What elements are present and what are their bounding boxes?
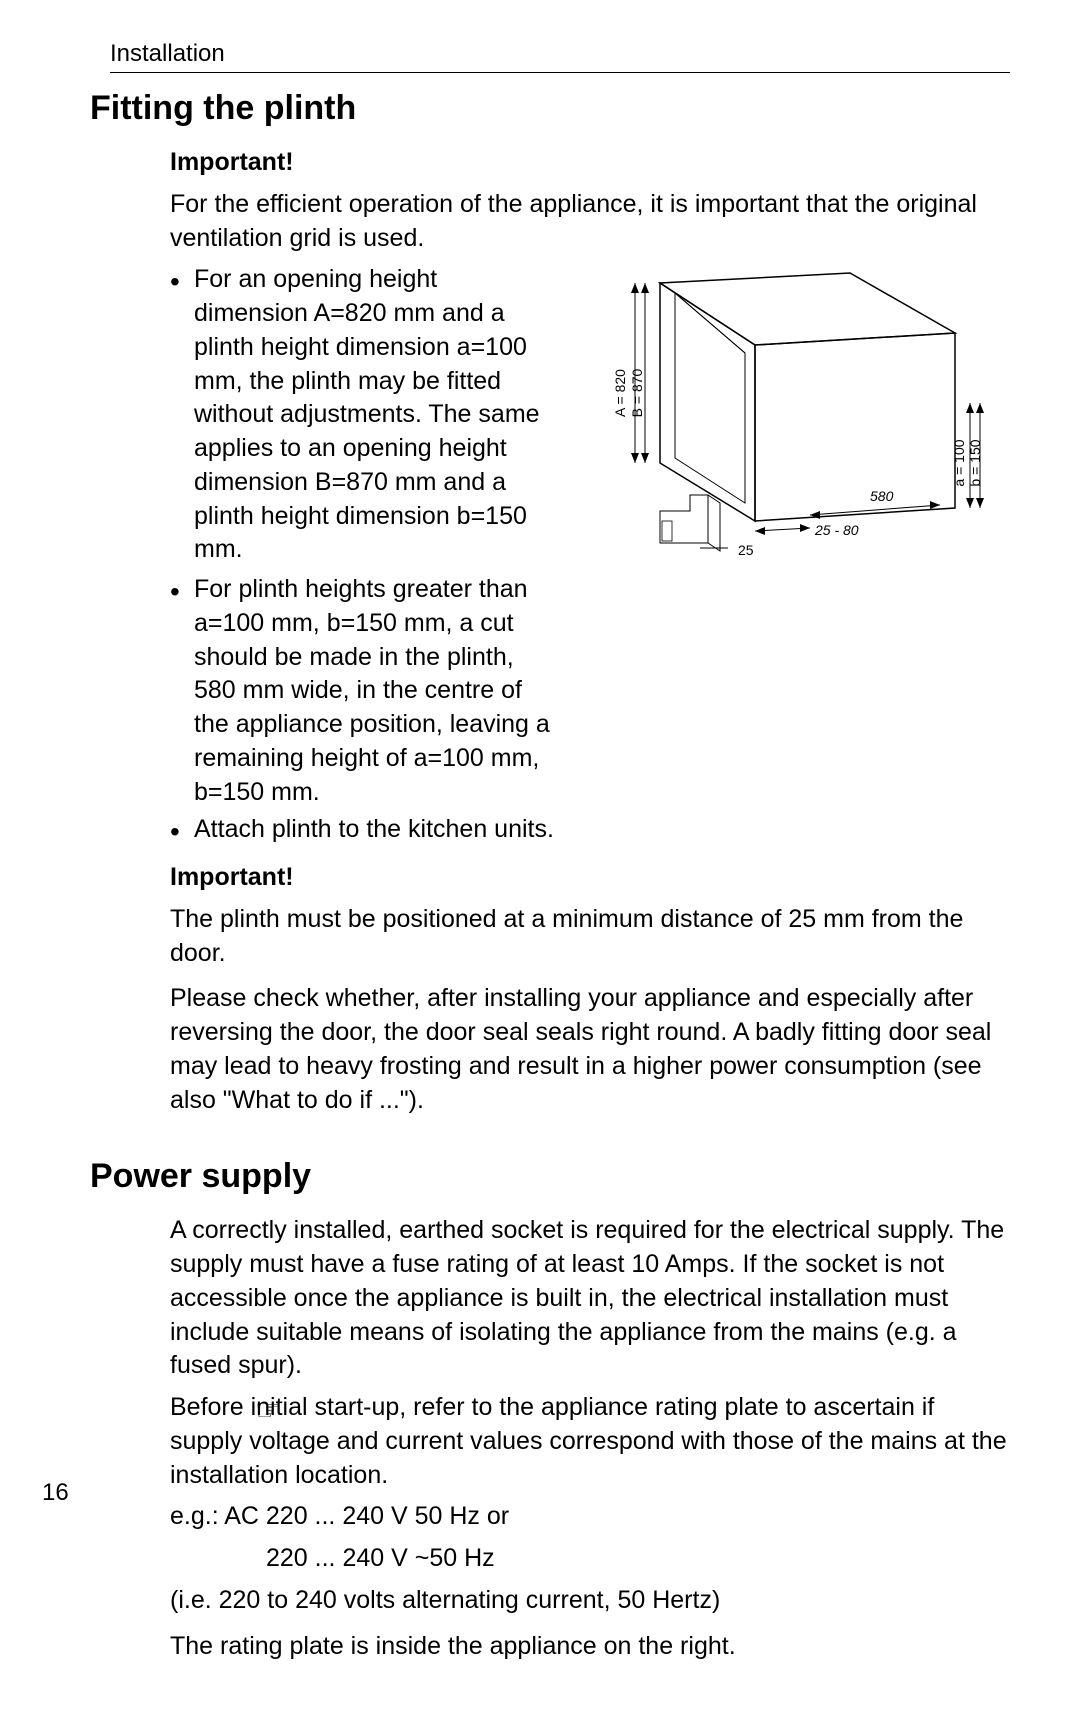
important-label-1: Important!	[170, 148, 294, 176]
bullet-3: Attach plinth to the kitchen units.	[170, 813, 1010, 847]
hand-pointer-icon: ☞	[255, 1391, 282, 1432]
intro-text: For the efficient operation of the appli…	[170, 188, 1010, 256]
rating-plate-text: The rating plate is inside the appliance…	[170, 1630, 1010, 1664]
svg-text:A = 820: A = 820	[612, 369, 628, 417]
svg-text:25: 25	[738, 542, 754, 558]
fitting-plinth-heading: Fitting the plinth	[90, 89, 1010, 128]
bullet-1: For an opening height dimension A=820 mm…	[170, 263, 550, 567]
svg-text:b = 150: b = 150	[967, 439, 983, 486]
svg-text:B = 870: B = 870	[629, 369, 645, 418]
eg-line-2: 220 ... 240 V ~50 Hz	[266, 1542, 1010, 1576]
important-text-2: The plinth must be positioned at a minim…	[170, 903, 1010, 971]
svg-text:580: 580	[870, 488, 894, 504]
header-section-label: Installation	[110, 40, 1010, 73]
important-label-2: Important!	[170, 863, 294, 891]
power-supply-heading: Power supply	[90, 1157, 1010, 1196]
power-para-1: A correctly installed, earthed socket is…	[170, 1214, 1010, 1383]
svg-text:a = 100: a = 100	[951, 439, 967, 486]
plinth-diagram: A = 820 B = 870 a = 100 b = 150 25	[560, 263, 1000, 573]
page-number: 16	[42, 1479, 69, 1507]
eg-line-3: (i.e. 220 to 240 volts alternating curre…	[170, 1584, 1010, 1618]
bullet-2: For plinth heights greater than a=100 mm…	[170, 573, 550, 809]
check-text: Please check whether, after installing y…	[170, 982, 1010, 1117]
svg-text:25 - 80: 25 - 80	[814, 522, 859, 538]
power-para-2: Before initial start-up, refer to the ap…	[170, 1391, 1010, 1492]
